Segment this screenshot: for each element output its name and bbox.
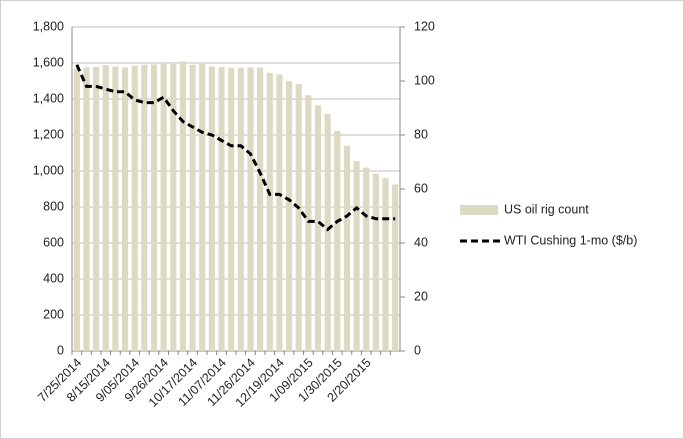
bar <box>353 160 360 351</box>
bar <box>199 63 206 352</box>
legend-label: US oil rig count <box>504 202 589 216</box>
bar <box>382 178 389 351</box>
bar <box>208 66 215 351</box>
bar <box>285 81 293 352</box>
y-tick-label: 800 <box>43 199 64 213</box>
bar <box>363 167 370 351</box>
y-tick-label: 1,000 <box>33 163 64 177</box>
bar <box>372 173 379 351</box>
bar <box>93 66 100 352</box>
line <box>75 64 396 232</box>
y-tick-label: 0 <box>57 343 64 357</box>
y2-tick-label: 120 <box>414 19 435 33</box>
y-tick-label: 400 <box>43 271 64 285</box>
bar <box>257 67 264 351</box>
bar <box>276 74 283 352</box>
y2-tick-label: 0 <box>414 343 421 357</box>
y-tick-label: 1,200 <box>33 127 64 141</box>
bar <box>170 63 177 352</box>
bar <box>237 67 244 352</box>
bar <box>102 65 109 351</box>
bar <box>121 67 129 351</box>
legend-swatch <box>460 205 498 215</box>
bar <box>305 95 312 351</box>
y2-tick-label: 60 <box>414 181 428 195</box>
y-tick-label: 600 <box>43 235 64 249</box>
bar <box>131 65 138 351</box>
bar <box>392 184 399 351</box>
bar <box>247 67 254 351</box>
y2-tick-label: 20 <box>414 289 428 303</box>
bar <box>324 113 331 351</box>
y2-tick-label: 40 <box>414 235 428 249</box>
bar <box>73 68 80 352</box>
y-tick-label: 1,800 <box>33 19 64 33</box>
y-tick-label: 1,600 <box>33 55 64 69</box>
bar <box>228 67 235 352</box>
bar <box>218 66 225 352</box>
y2-tick-label: 100 <box>414 73 435 87</box>
bar <box>150 64 158 351</box>
bar <box>266 72 273 351</box>
bar <box>189 64 196 352</box>
bar <box>179 61 187 351</box>
legend-label: WTI Cushing 1-mo ($/b) <box>504 233 637 247</box>
bar <box>334 130 341 351</box>
bar <box>314 105 322 352</box>
y2-tick-label: 80 <box>414 127 428 141</box>
bar <box>141 64 148 352</box>
bar <box>295 84 302 351</box>
bar <box>160 63 167 351</box>
y-tick-label: 200 <box>43 307 64 321</box>
bar <box>343 145 351 351</box>
y-tick-label: 1,400 <box>33 91 64 105</box>
bar <box>112 66 119 351</box>
bar <box>83 67 90 351</box>
